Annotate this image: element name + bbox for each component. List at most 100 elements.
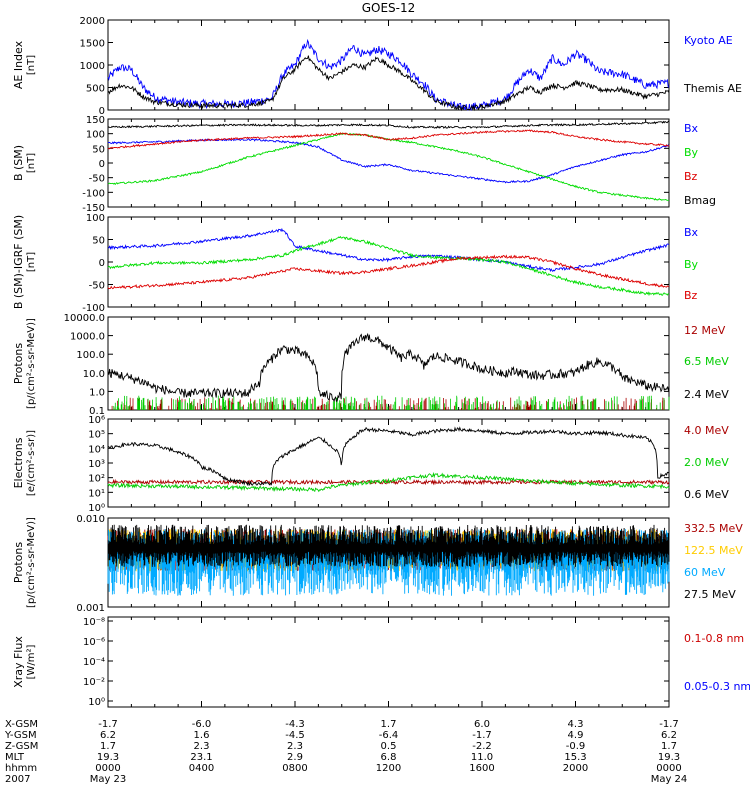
y-tick-label: 10⁻⁸ [83,617,105,628]
y-axis-units: [p/(cm²-s-sr-MeV)] [26,318,37,409]
y-tick-label: 10² [88,474,105,485]
y-tick-label: 50 [92,144,105,155]
y-tick-label: 10⁰ [88,697,105,708]
table-cell: -6.4 [379,730,399,741]
series-kyoto-ae [107,38,669,111]
y-axis-label: Electrons [12,437,25,488]
table-cell: 6.2 [661,730,677,741]
legend-0-6-mev: 0.6 MeV [684,488,729,501]
row-label: Z-GSM [5,741,38,752]
y-tick-label: -100 [82,303,105,314]
legend-bz: Bz [684,170,698,183]
table-cell: 1.6 [194,730,210,741]
legend-27-5-mev: 27.5 MeV [684,588,736,601]
y-tick-label: 0.001 [76,603,105,614]
table-cell: 0400 [189,763,214,774]
legend-bmag: Bmag [684,194,716,207]
table-cell: -4.5 [285,730,305,741]
y-tick-label: 10⁻⁶ [83,637,105,648]
panel-b: -150 -100 -50 0 50 100 150 B (SM) [nT] Bx By Bz Bmag [12,115,716,214]
table-cell: -4.3 [285,719,305,730]
table-cell: 0.5 [381,741,397,752]
panel-xray: 10⁰ 10⁻² 10⁻⁴ 10⁻⁶ 10⁻⁸ Xray Flux [W/m²] 0.1-0.… [12,616,750,708]
y-tick-label: 1.0 [89,387,105,398]
y-tick-label: 10⁶ [88,415,105,426]
legend-60-mev: 60 MeV [684,566,726,579]
y-tick-label: 1000.0 [70,332,105,343]
series-by [107,235,669,297]
row-label: X-GSM [5,719,38,730]
panel-db: -100 -50 0 50 100 B (SM)-IGRF (SM) [nT] Bx By Bz [12,213,699,314]
table-cell: 4.9 [568,730,584,741]
series-by [107,132,669,201]
y-tick-label: 10¹ [88,488,105,499]
legend-0-1-0-8-nm: 0.1-0.8 nm [684,632,744,645]
y-axis-units: [e/(cm²-s-sr)] [26,430,37,496]
y-tick-label: 1500 [80,39,105,50]
table-cell: 0800 [282,763,307,774]
y-axis-units: [W/m²] [26,644,37,679]
table-cell: -0.9 [566,741,586,752]
y-tick-label: 0 [99,258,105,269]
table-cell: -2.2 [472,741,492,752]
series-2-0-mev [107,471,670,493]
series-bz [107,254,670,290]
y-tick-label: 10⁻⁴ [83,657,105,668]
y-axis-units: [p/(cm²-s-sr-MeV)] [26,517,37,608]
panel-frame [107,118,670,208]
y-tick-label: 10⁴ [88,444,105,455]
table-cell: -1.7 [659,719,679,730]
table-cell: 0000 [95,763,120,774]
panel-protons_low: 0.1 1.0 10.0 100.0 1000.0 10000.0 Protons [p/(c… [12,313,729,417]
legend-4-0-mev: 4.0 MeV [684,424,729,437]
row-label: Y-GSM [4,730,37,741]
series-0-6-mev [107,426,670,487]
y-tick-label: 150 [86,115,105,126]
legend-0-05-0-3-nm: 0.05-0.3 nm [684,680,750,693]
table-cell: -6.0 [192,719,212,730]
series-bmag [107,120,670,129]
legend-by: By [684,258,699,271]
y-tick-label: 2000 [80,16,105,27]
chart-title: GOES-12 [362,1,416,15]
orbit-table: X-GSMY-GSMZ-GSMMLThhmm2007-1.76.21.719.3… [4,719,687,785]
y-tick-label: 1000 [80,61,105,72]
table-cell: 4.3 [568,719,584,730]
legend-bz: Bz [684,289,698,302]
y-axis-label: B (SM) [12,145,25,181]
legend-themis-ae: Themis AE [683,82,742,95]
panel-frame [107,616,670,708]
y-tick-label: 10⁵ [88,430,105,441]
legend-6-5-mev: 6.5 MeV [684,355,729,368]
y-tick-label: -50 [89,281,105,292]
legend-bx: Bx [684,226,699,239]
y-tick-label: 100 [86,130,105,141]
y-axis-label: B (SM)-IGRF (SM) [12,215,25,309]
y-axis-units: [nT] [26,252,37,272]
series-27-5-mev [107,524,670,567]
y-axis-label: Protons [12,542,25,583]
panel-frame [107,316,670,411]
legend-bx: Bx [684,122,699,135]
table-cell: 2.3 [194,741,210,752]
legend-2-4-mev: 2.4 MeV [684,388,729,401]
y-tick-label: 10⁻² [83,677,105,688]
y-tick-label: 0.010 [76,514,105,525]
table-cell: 2.9 [287,752,303,763]
panel-ae: 0 500 1000 1500 2000 AE Index [nT] Kyoto AE Them… [12,16,742,117]
y-axis-label: AE Index [12,40,25,89]
y-tick-label: 0 [99,106,105,117]
y-axis-label: Xray Flux [12,636,25,688]
y-tick-label: 10⁰ [88,503,105,514]
row-label: 2007 [5,774,30,785]
table-cell: 19.3 [658,752,680,763]
table-cell: 6.2 [100,730,116,741]
table-cell: 2.3 [287,741,303,752]
y-tick-label: 10³ [88,459,105,470]
series-bx [107,227,670,273]
y-tick-label: 0.1 [89,406,105,417]
y-tick-label: -50 [89,174,105,185]
y-axis-label: Protons [12,343,25,384]
table-cell: 11.0 [471,752,493,763]
panel-protons_high: 0.001 0.010 Protons [p/(cm²-s-sr-MeV)] 332.5… [12,514,743,614]
